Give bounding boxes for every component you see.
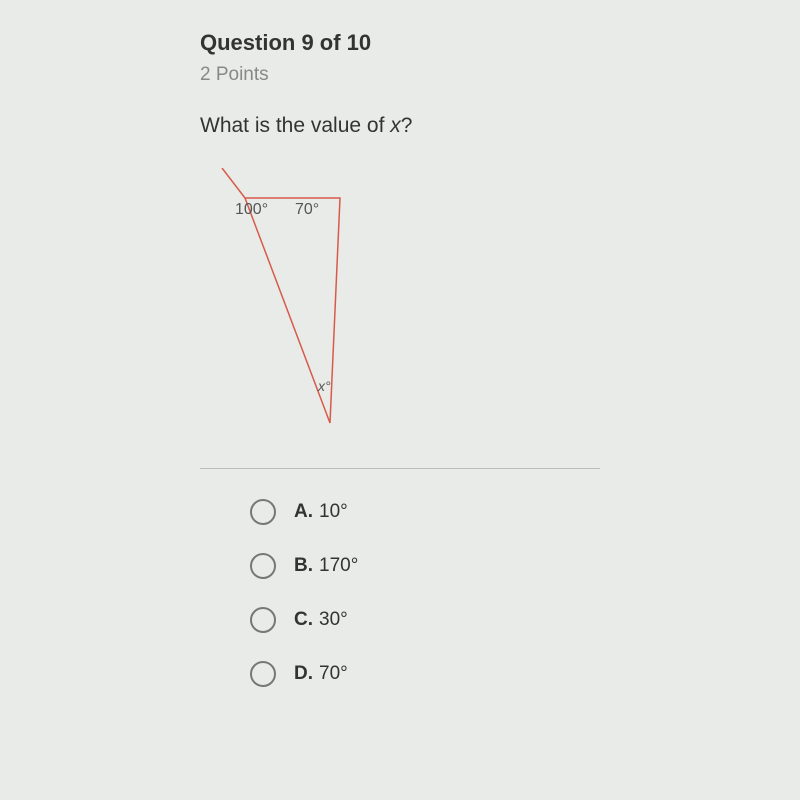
prompt-variable: x xyxy=(390,114,401,137)
bottom-angle-label: x° xyxy=(318,378,331,394)
top-right-angle-label: 70° xyxy=(295,201,319,219)
option-a[interactable]: A. 10° xyxy=(250,499,600,525)
option-label: D. 70° xyxy=(294,663,348,685)
option-label: C. 30° xyxy=(294,609,348,631)
option-letter: A. xyxy=(294,501,313,522)
points-label: 2 Points xyxy=(200,64,600,86)
question-number: Question 9 of 10 xyxy=(200,30,600,56)
radio-icon xyxy=(250,607,276,633)
divider xyxy=(200,468,600,469)
radio-icon xyxy=(250,661,276,687)
option-label: A. 10° xyxy=(294,501,348,523)
option-letter: C. xyxy=(294,609,313,630)
option-text: 10° xyxy=(319,501,348,522)
option-text: 70° xyxy=(319,663,348,684)
option-letter: B. xyxy=(294,555,313,576)
exterior-angle-label: 100° xyxy=(235,201,268,219)
option-d[interactable]: D. 70° xyxy=(250,661,600,687)
prompt-prefix: What is the value of xyxy=(200,114,390,137)
answer-options: A. 10° B. 170° C. 30° D. 70° xyxy=(200,499,600,687)
question-prompt: What is the value of x? xyxy=(200,114,600,138)
option-text: 30° xyxy=(319,609,348,630)
question-container: Question 9 of 10 2 Points What is the va… xyxy=(0,0,800,745)
radio-icon xyxy=(250,499,276,525)
option-text: 170° xyxy=(319,555,358,576)
option-label: B. 170° xyxy=(294,555,358,577)
prompt-suffix: ? xyxy=(401,114,413,137)
option-b[interactable]: B. 170° xyxy=(250,553,600,579)
option-letter: D. xyxy=(294,663,313,684)
option-c[interactable]: C. 30° xyxy=(250,607,600,633)
radio-icon xyxy=(250,553,276,579)
exterior-ray xyxy=(222,168,245,198)
triangle-diagram: 100° 70° x° xyxy=(200,168,440,448)
